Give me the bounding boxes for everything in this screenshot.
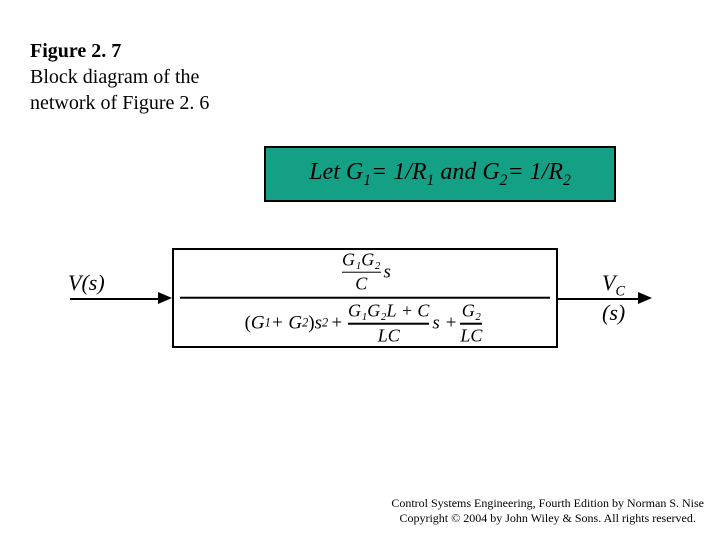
output-signal-label: VC (s) <box>602 270 625 326</box>
copyright-footer: Control Systems Engineering, Fourth Edit… <box>391 496 704 526</box>
output-arrow-line <box>558 298 640 300</box>
tf-denominator: (G1 + G2)s2 + G₁G₂L + C LC s + G₂ LC <box>180 302 550 345</box>
transfer-function-fraction: G₁G₂ C s (G1 + G2)s2 + G₁G₂L + C LC s + <box>180 251 550 346</box>
main-fraction-bar <box>180 297 550 299</box>
caption-line3: network of Figure 2. 6 <box>30 92 209 114</box>
caption-line1: Figure 2. 7 <box>30 40 121 62</box>
denom-frac-2: G₁G₂L + C LC <box>348 302 429 345</box>
caption-line2: Block diagram of the <box>30 66 199 88</box>
input-arrow-line <box>70 298 160 300</box>
numerator-inner-frac: G₁G₂ C <box>342 251 381 294</box>
definition-text: Let G1= 1/R1 and G2= 1/R2 <box>309 159 571 190</box>
input-arrow-head-icon <box>158 292 172 304</box>
figure-caption: Figure 2. 7 Block diagram of the network… <box>30 38 209 116</box>
definition-box: Let G1= 1/R1 and G2= 1/R2 <box>264 146 616 202</box>
denom-frac-3: G₂ LC <box>460 302 482 345</box>
footer-line2: Copyright © 2004 by John Wiley & Sons. A… <box>391 511 704 526</box>
footer-line1: Control Systems Engineering, Fourth Edit… <box>391 496 704 511</box>
input-signal-label: V(s) <box>68 270 105 296</box>
tf-numerator: G₁G₂ C s <box>180 251 550 294</box>
transfer-function-box: G₁G₂ C s (G1 + G2)s2 + G₁G₂L + C LC s + <box>172 248 558 348</box>
output-arrow-head-icon <box>638 292 652 304</box>
